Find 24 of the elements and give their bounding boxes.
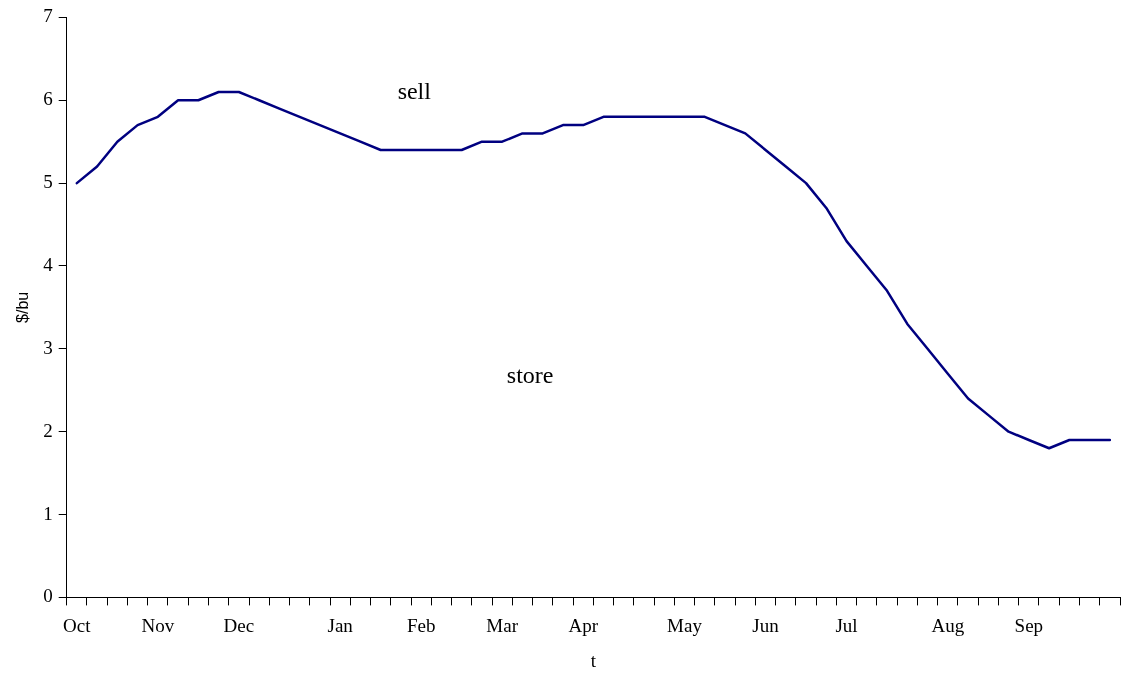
y-tick-label: 2 <box>43 419 53 441</box>
annotation: store <box>506 362 554 389</box>
x-tick-label: Jan <box>327 614 354 636</box>
y-tick-label: 0 <box>43 585 53 607</box>
x-tick-label: Aug <box>931 614 965 636</box>
y-tick-label: 7 <box>43 5 53 27</box>
y-tick-label: 4 <box>43 253 54 275</box>
x-tick-label: Jul <box>835 614 858 636</box>
x-tick-label: Jun <box>752 614 780 636</box>
x-tick-label: Feb <box>406 614 436 636</box>
x-tick-label: Dec <box>223 614 255 636</box>
x-tick-label: Oct <box>63 614 92 636</box>
y-tick-label: 1 <box>43 502 53 524</box>
x-tick-label: Nov <box>141 614 175 636</box>
y-tick-label: 5 <box>43 171 53 193</box>
annotation: sell <box>397 78 432 105</box>
y-tick-label: 6 <box>43 88 53 110</box>
x-tick-label: Apr <box>568 614 599 636</box>
x-tick-label: Mar <box>486 614 519 636</box>
x-axis-title: t <box>590 649 597 671</box>
y-tick-label: 3 <box>43 336 53 358</box>
x-tick-label: Sep <box>1014 614 1044 636</box>
x-tick-label: May <box>667 614 703 636</box>
y-axis-title: $/bu <box>14 291 32 323</box>
